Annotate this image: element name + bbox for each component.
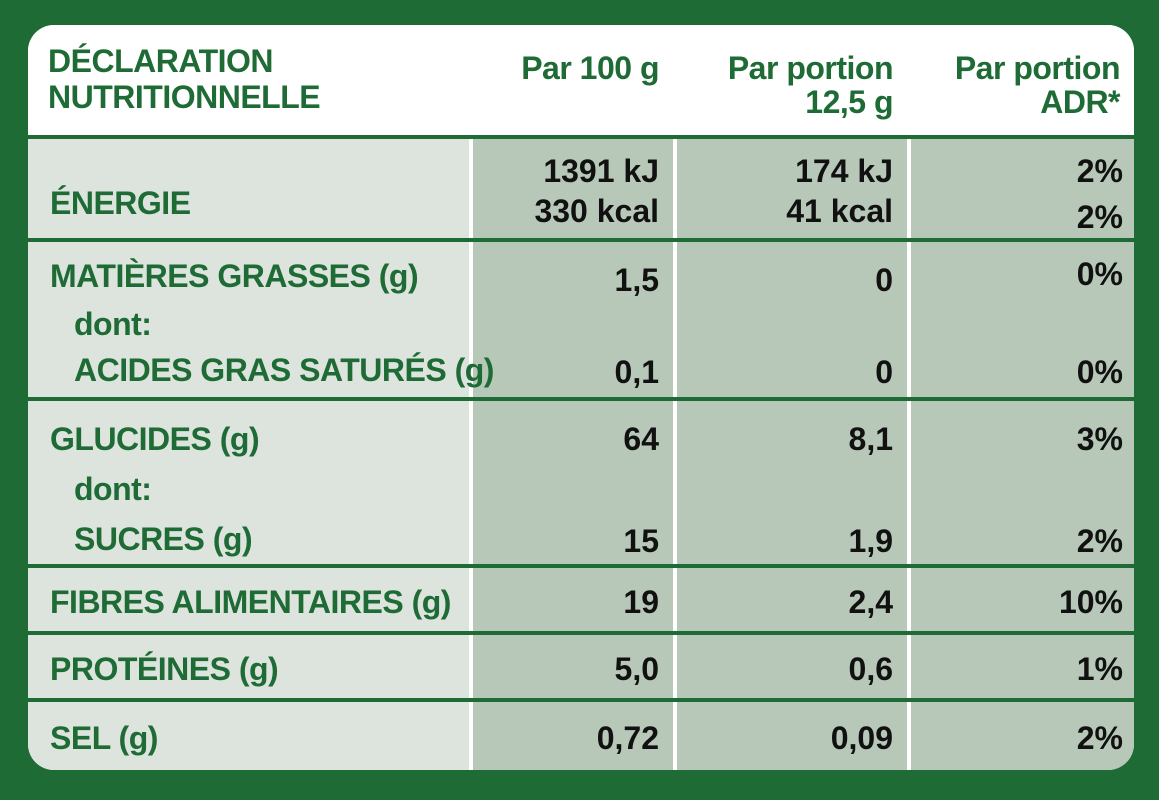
sel-per-portion: 0,09: [830, 720, 893, 756]
sucres-per-portion: 1,9: [848, 523, 893, 559]
table-row-glucides: GLUCIDES (g) dont: SUCRES (g) 64 8,1 3% …: [28, 401, 1134, 564]
matieres-grasses-per-100g: 1,5: [614, 262, 659, 298]
glucides-per-100g: 64: [623, 421, 659, 457]
sucres-adr: 2%: [1076, 523, 1123, 559]
matieres-grasses-adr: 0%: [1076, 256, 1123, 292]
column-header-adr-line-2: ADR*: [1040, 84, 1120, 120]
table-row-fibres: FIBRES ALIMENTAIRES (g) 19 2,4 10%: [28, 568, 1134, 631]
row-divider: [28, 698, 1134, 702]
glucides-adr: 3%: [1076, 421, 1123, 457]
table-row-energie: ÉNERGIE 1391 kJ 330 kcal 174 kJ 41 kcal …: [28, 139, 1134, 238]
row-label-glucides: GLUCIDES (g): [50, 421, 260, 457]
column-header-per-portion: Par portion 12,5 g: [688, 50, 894, 120]
energie-per-100g-kcal: 330 kcal: [534, 193, 659, 229]
title-line-2: NUTRITIONNELLE: [48, 79, 321, 115]
sel-per-100g: 0,72: [596, 720, 659, 756]
row-label-dont: dont:: [74, 306, 152, 342]
table-header: DÉCLARATION NUTRITIONNELLE Par 100 g Par…: [28, 25, 1134, 137]
table-title: DÉCLARATION NUTRITIONNELLE: [48, 43, 321, 115]
column-header-adr: Par portion ADR*: [913, 50, 1121, 120]
column-header-per-100g-label: Par 100 g: [521, 50, 659, 86]
row-label-matieres-grasses: MATIÈRES GRASSES (g): [50, 258, 419, 294]
row-divider: [28, 238, 1134, 242]
proteines-per-100g: 5,0: [614, 651, 659, 687]
row-label-sel: SEL (g): [50, 720, 158, 756]
row-label-acides-gras-satures: ACIDES GRAS SATURÉS (g): [74, 352, 494, 388]
table-row-sel: SEL (g) 0,72 0,09 2%: [28, 702, 1134, 770]
row-label-proteines: PROTÉINES (g): [50, 651, 279, 687]
table-row-matieres-grasses: MATIÈRES GRASSES (g) dont: ACIDES GRAS S…: [28, 242, 1134, 397]
row-divider: [28, 397, 1134, 401]
fibres-adr: 10%: [1058, 584, 1123, 620]
energie-per-portion-kcal: 41 kcal: [786, 193, 893, 229]
header-divider: [28, 135, 1134, 139]
row-divider: [28, 631, 1134, 635]
row-divider: [28, 564, 1134, 568]
table-row-proteines: PROTÉINES (g) 5,0 0,6 1%: [28, 635, 1134, 698]
sucres-per-100g: 15: [623, 523, 659, 559]
fibres-per-100g: 19: [623, 584, 659, 620]
row-label-fibres: FIBRES ALIMENTAIRES (g): [50, 584, 451, 620]
column-header-per-portion-line-1: Par portion: [727, 50, 894, 86]
glucides-per-portion: 8,1: [848, 421, 893, 457]
acides-gras-adr: 0%: [1076, 354, 1123, 390]
column-header-per-portion-line-2: 12,5 g: [805, 84, 893, 120]
proteines-adr: 1%: [1076, 651, 1123, 687]
sel-adr: 2%: [1076, 720, 1123, 756]
title-line-1: DÉCLARATION: [48, 43, 274, 79]
column-header-adr-line-1: Par portion: [954, 50, 1121, 86]
acides-gras-per-100g: 0,1: [614, 354, 659, 390]
proteines-per-portion: 0,6: [848, 651, 893, 687]
energie-per-portion-kj: 174 kJ: [795, 153, 893, 189]
matieres-grasses-per-portion: 0: [875, 262, 893, 298]
row-label-energie: ÉNERGIE: [50, 185, 191, 221]
fibres-per-portion: 2,4: [848, 584, 893, 620]
nutrition-table: DÉCLARATION NUTRITIONNELLE Par 100 g Par…: [28, 25, 1134, 770]
column-header-per-100g: Par 100 g: [469, 51, 659, 85]
energie-per-100g-kj: 1391 kJ: [543, 153, 659, 189]
energie-adr-kcal: 2%: [1076, 199, 1123, 235]
acides-gras-per-portion: 0: [875, 354, 893, 390]
row-label-dont: dont:: [74, 471, 152, 507]
energie-adr-kj: 2%: [1076, 153, 1123, 189]
row-label-sucres: SUCRES (g): [74, 521, 253, 557]
